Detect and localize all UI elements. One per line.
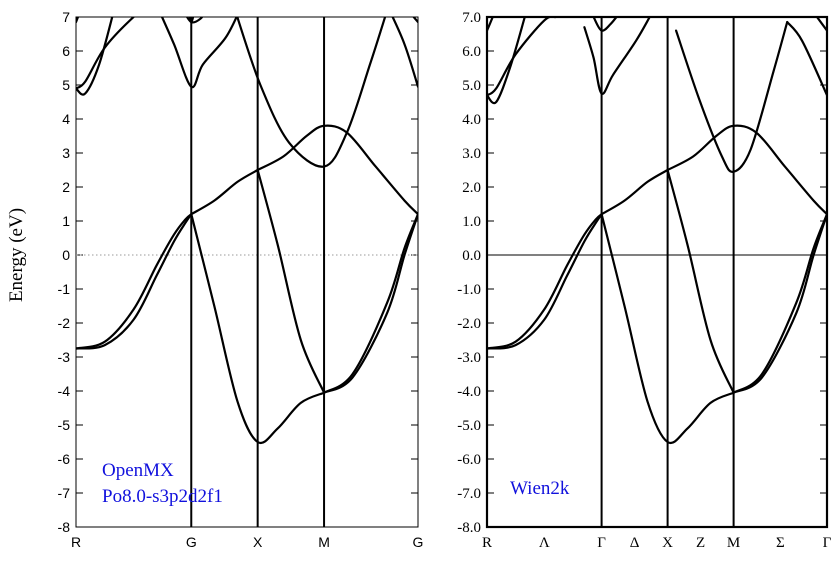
- openmx-band-line: [188, 17, 195, 24]
- y-axis-label: Energy (eV): [6, 208, 27, 302]
- openmx-band-line: [190, 213, 326, 445]
- openmx-band-line: [76, 17, 80, 24]
- openmx-kpoint-label: X: [253, 534, 263, 550]
- wien2k-band-line: [583, 17, 651, 95]
- openmx-band-line: [76, 213, 193, 350]
- openmx-band-line: [323, 213, 418, 394]
- openmx-y-tick-label: 7: [62, 9, 70, 25]
- wien2k-y-tick-label: 1.0: [462, 214, 481, 230]
- wien2k-kpoint-label: Γ: [823, 535, 832, 551]
- openmx-y-tick-label: 4: [62, 111, 70, 127]
- openmx-y-tick-label: 1: [62, 213, 70, 229]
- openmx-y-tick-label: 3: [62, 145, 70, 161]
- openmx-y-tick-label: -5: [58, 417, 71, 433]
- wien2k-kpoint-label: M: [727, 535, 740, 551]
- wien2k-kpoint-label: R: [482, 535, 492, 551]
- wien2k-y-tick-label: 5.0: [462, 78, 481, 94]
- openmx-y-tick-label: -7: [58, 485, 71, 501]
- wien2k-y-tick-label: -5.0: [457, 418, 481, 434]
- openmx-y-tick-label: 6: [62, 43, 70, 59]
- openmx-kpoint-label: R: [71, 534, 81, 550]
- openmx-band-line: [412, 17, 418, 24]
- openmx-y-tick-label: 2: [62, 179, 70, 195]
- wien2k-band-line: [487, 213, 603, 350]
- wien2k-band-line: [600, 168, 669, 216]
- openmx-y-tick-label: 0: [62, 247, 70, 263]
- openmx-band-line: [190, 168, 259, 216]
- wien2k-band-line: [732, 213, 827, 394]
- wien2k-band-line: [487, 17, 494, 32]
- wien2k-y-tick-label: 3.0: [462, 146, 481, 162]
- wien2k-band-line: [487, 17, 557, 97]
- openmx-band-line: [76, 213, 193, 350]
- openmx-y-tick-label: -2: [58, 315, 71, 331]
- wien2k-y-tick-label: -7.0: [457, 486, 481, 502]
- wien2k-band-line: [592, 17, 618, 32]
- openmx-annotation-line: Po8.0-s3p2d2f1: [102, 486, 223, 507]
- wien2k-kpoint-label: Γ: [597, 535, 606, 551]
- wien2k-y-tick-label: 6.0: [462, 44, 481, 60]
- wien2k-bands: [487, 17, 827, 445]
- wien2k-band-line: [666, 124, 827, 216]
- wien2k-y-tick-label: 2.0: [462, 180, 481, 196]
- openmx-plot-frame: [75, 16, 419, 528]
- openmx-y-tick-label: -4: [58, 383, 71, 399]
- openmx-y-tick-label: -6: [58, 451, 71, 467]
- wien2k-y-tick-label: -4.0: [457, 384, 481, 400]
- openmx-bands: [76, 17, 418, 445]
- openmx-panel: -8 -7 -6 -5 -4 -3 -2 -1 0 1 2 3 4 5 6 7 R G X M G OpenMX Po8.0…: [58, 9, 424, 550]
- openmx-band-line: [236, 17, 387, 168]
- openmx-band-line: [185, 17, 204, 24]
- wien2k-kpoint-label: X: [662, 535, 673, 551]
- wien2k-kpoint-label: Z: [696, 535, 705, 551]
- openmx-y-tick-label: -1: [58, 281, 71, 297]
- openmx-band-line: [160, 17, 238, 89]
- wien2k-y-tick-label: -8.0: [457, 520, 481, 536]
- wien2k-band-line: [675, 21, 789, 173]
- openmx-y-tick-label: -8: [58, 519, 71, 535]
- wien2k-y-tick-label: 7.0: [462, 10, 481, 26]
- openmx-annotation-line: OpenMX: [102, 460, 174, 481]
- wien2k-kpoint-label: Σ: [776, 535, 785, 551]
- openmx-y-tick-label: 5: [62, 77, 70, 93]
- wien2k-band-line: [666, 168, 735, 394]
- openmx-kpoint-label: G: [186, 534, 197, 550]
- wien2k-band-line: [732, 213, 827, 394]
- wien2k-band-line: [487, 17, 526, 105]
- openmx-band-line: [323, 213, 418, 394]
- wien2k-plot-frame: [485, 15, 829, 529]
- openmx-kpoint-label: M: [318, 534, 330, 550]
- wien2k-kpoint-label: Δ: [630, 535, 640, 551]
- openmx-band-line: [76, 17, 114, 96]
- wien2k-y-tick-label: -1.0: [457, 282, 481, 298]
- openmx-kpoint-label: G: [413, 534, 424, 550]
- wien2k-panel: -8.0 -7.0 -6.0 -5.0 -4.0 -3.0 -2.0 -1.0 0.0 1.0 2.…: [457, 10, 831, 551]
- wien2k-band-line: [786, 21, 827, 97]
- wien2k-band-line: [487, 213, 603, 350]
- openmx-y-tick-label: -3: [58, 349, 71, 365]
- openmx-band-line: [256, 168, 326, 394]
- wien2k-band-line: [815, 17, 827, 32]
- openmx-band-line: [256, 124, 418, 216]
- openmx-band-line: [391, 17, 418, 88]
- wien2k-y-tick-label: -2.0: [457, 316, 481, 332]
- wien2k-y-tick-label: -3.0: [457, 350, 481, 366]
- wien2k-y-tick-label: 0.0: [462, 248, 481, 264]
- wien2k-annotation-line: Wien2k: [510, 478, 570, 499]
- wien2k-y-tick-label: 4.0: [462, 112, 481, 128]
- wien2k-kpoint-label: Λ: [539, 535, 550, 551]
- wien2k-y-tick-label: -6.0: [457, 452, 481, 468]
- wien2k-band-line: [600, 213, 735, 445]
